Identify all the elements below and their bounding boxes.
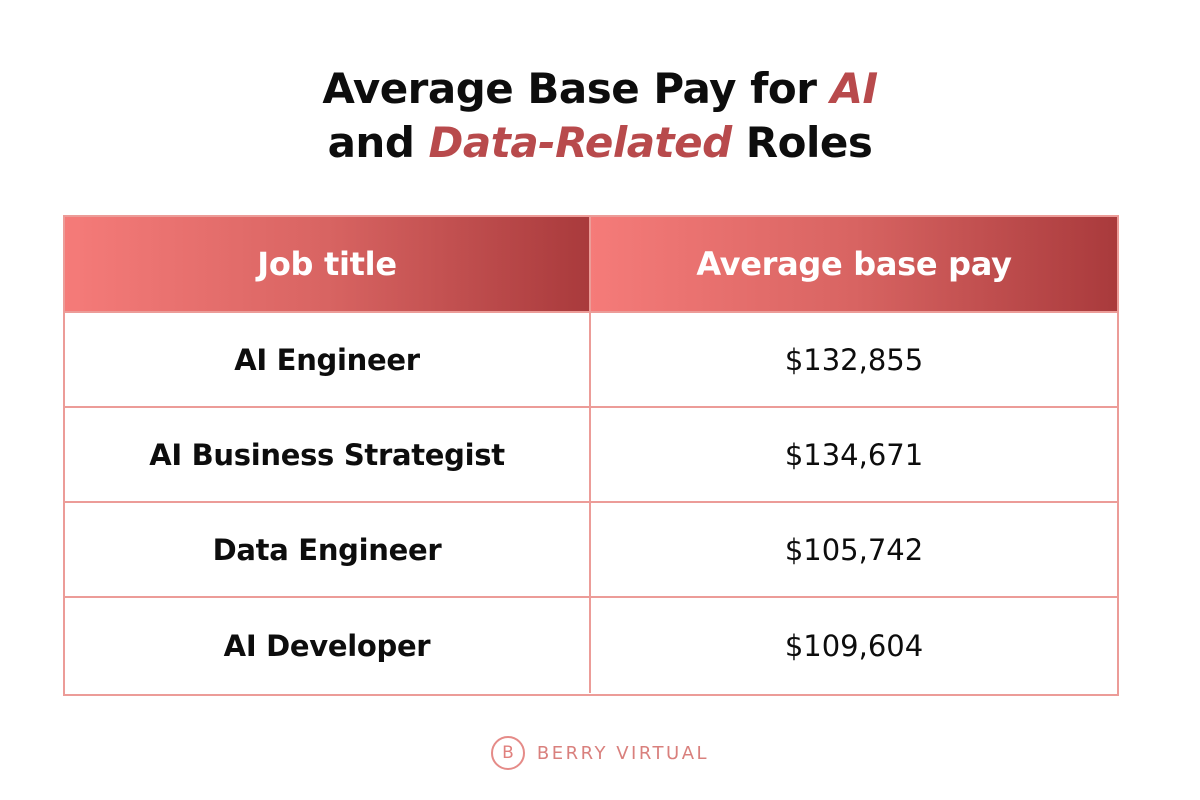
title-text-1: Average Base Pay for — [322, 64, 831, 113]
table-row: AI Engineer $132,855 — [65, 313, 1117, 408]
base-pay-cell: $105,742 — [784, 532, 924, 567]
job-title-cell: Data Engineer — [65, 503, 591, 596]
title-text-3: Roles — [731, 118, 873, 167]
column-header-job-title: Job title — [65, 217, 591, 311]
base-pay-cell: $109,604 — [784, 628, 924, 663]
title-accent-ai: AI — [830, 64, 879, 113]
title-text-2: and — [327, 118, 429, 167]
title-accent-data-related: Data-Related — [428, 118, 733, 167]
page-title: Average Base Pay for AI and Data-Related… — [0, 62, 1200, 170]
logo-text: BERRY VIRTUAL — [536, 742, 710, 764]
table-row: Data Engineer $105,742 — [65, 503, 1117, 598]
title-line-2: and Data-Related Roles — [0, 116, 1200, 170]
table-row: AI Developer $109,604 — [65, 598, 1117, 693]
logo-b-icon: B — [490, 736, 525, 770]
base-pay-cell: $132,855 — [784, 342, 924, 377]
job-title-cell: AI Business Strategist — [65, 408, 591, 501]
job-title-cell: AI Engineer — [65, 313, 591, 406]
table-header-row: Job title Average base pay — [65, 217, 1117, 313]
base-pay-cell: $134,671 — [784, 437, 924, 472]
title-line-1: Average Base Pay for AI — [0, 62, 1200, 116]
table-row: AI Business Strategist $134,671 — [65, 408, 1117, 503]
brand-logo: B BERRY VIRTUAL — [0, 736, 1200, 770]
job-title-cell: AI Developer — [65, 598, 591, 693]
salary-table: Job title Average base pay AI Engineer $… — [63, 215, 1119, 696]
column-header-average-base-pay: Average base pay — [591, 217, 1117, 311]
